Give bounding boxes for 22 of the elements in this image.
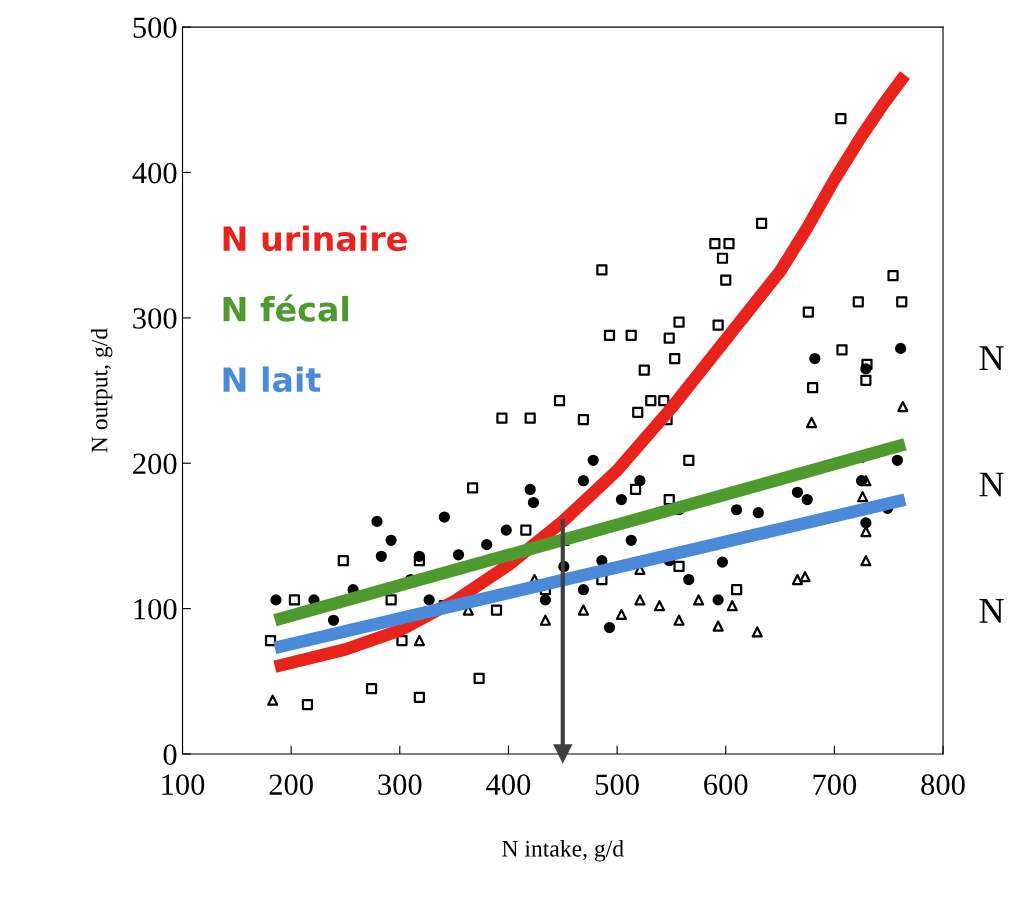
x-tick-label: 300 — [378, 774, 422, 795]
y-tick-label: 400 — [132, 162, 177, 184]
text: N fécal — [223, 294, 349, 322]
y-tick-label: 100 — [134, 598, 177, 620]
x-tick-label: 200 — [269, 774, 313, 795]
x-tick-label: 100 — [162, 774, 205, 795]
y-tick-label: 200 — [133, 453, 177, 475]
x-tick-label: 500 — [595, 774, 639, 795]
text: N urinaire — [223, 225, 407, 252]
text: N — [979, 599, 1004, 623]
x-tick-label: 600 — [704, 774, 748, 795]
x-tick-label: 400 — [486, 774, 531, 795]
text: N — [979, 472, 1004, 497]
x-axis-title: N intake, g/d — [502, 840, 624, 862]
x-tick-label: 700 — [813, 774, 857, 795]
y-tick-label: 500 — [133, 17, 177, 38]
text: N — [979, 346, 1004, 370]
y-tick-label: 0 — [163, 744, 177, 765]
y-axis-title: N output, g/d — [90, 328, 113, 453]
text: N lait — [223, 366, 321, 393]
x-tick-label: 800 — [921, 774, 965, 795]
y-tick-label: 300 — [133, 308, 177, 329]
